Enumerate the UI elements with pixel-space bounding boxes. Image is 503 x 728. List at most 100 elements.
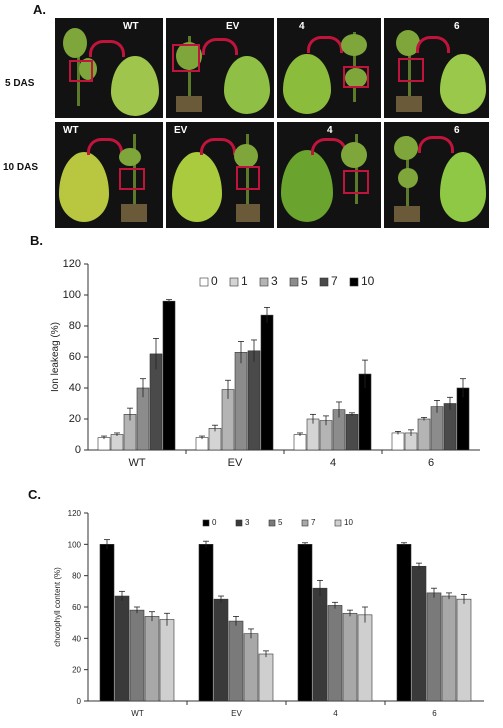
photo-tag-4: 4 <box>299 21 305 32</box>
bar-4-7 <box>345 414 359 451</box>
plant-photo-montage: WT EV 4 6 WT <box>55 18 489 230</box>
bar-WT-7 <box>144 616 160 702</box>
legend-label: 10 <box>344 518 353 527</box>
legend-swatch-0 <box>202 519 210 527</box>
bar-4-3 <box>312 587 328 702</box>
y-tick-label: 40 <box>69 382 81 394</box>
photo-ev-5das: EV <box>166 18 274 118</box>
bar-EV-0 <box>195 437 209 451</box>
photo-tag-6: 6 <box>454 21 460 32</box>
legend-label: 7 <box>311 518 316 527</box>
photo-tag-wt-10das: WT <box>63 125 79 136</box>
y-tick-label: 20 <box>72 666 81 675</box>
legend-swatch-3 <box>259 277 269 287</box>
photo-line6-5das: 6 <box>384 18 489 118</box>
photo-wt-10das: WT <box>55 122 163 228</box>
row-label-10-das: 10 DAS <box>3 162 39 173</box>
photo-wt-5das: WT <box>55 18 163 118</box>
legend-swatch-10 <box>334 519 342 527</box>
bar-6-3 <box>411 565 427 702</box>
y-axis-label: Ion leakeag (%) <box>50 322 61 392</box>
panel-label-c: C. <box>28 487 41 502</box>
photo-line4-5das: 4 <box>277 18 381 118</box>
legend-label: 3 <box>271 274 278 288</box>
bar-WT-0 <box>99 544 115 702</box>
legend-swatch-3 <box>235 519 243 527</box>
photo-tag-ev: EV <box>226 21 240 32</box>
y-tick-label: 60 <box>69 351 81 363</box>
bar-WT-10 <box>159 619 175 702</box>
legend-swatch-0 <box>199 277 209 287</box>
photo-tag-wt: WT <box>123 21 139 32</box>
legend-swatch-7 <box>319 277 329 287</box>
y-axis-label: chorophyll content (%) <box>53 567 62 647</box>
legend-label: 7 <box>331 274 338 288</box>
bar-6-10 <box>456 598 472 702</box>
y-tick-label: 0 <box>75 444 81 456</box>
panel-label-b: B. <box>30 233 43 248</box>
x-category-label: WT <box>128 457 145 469</box>
bar-6-5 <box>426 592 442 702</box>
y-tick-label: 100 <box>68 540 82 549</box>
y-tick-label: 20 <box>69 413 81 425</box>
y-tick-label: 80 <box>72 572 81 581</box>
bar-WT-10 <box>162 300 176 451</box>
photo-line6-10das: 6 <box>384 122 489 228</box>
bar-EV-10 <box>258 653 274 702</box>
photo-tag-4-10das: 4 <box>327 125 333 136</box>
bar-WT-5 <box>129 609 145 702</box>
bar-EV-0 <box>198 544 214 702</box>
bar-4-10 <box>357 614 373 702</box>
y-tick-label: 60 <box>72 603 81 612</box>
x-category-label: WT <box>131 709 144 718</box>
x-category-label: 4 <box>330 457 336 469</box>
legend-label: 1 <box>241 274 248 288</box>
legend-label: 0 <box>212 518 217 527</box>
x-category-label: EV <box>228 457 243 469</box>
bar-EV-5 <box>234 352 248 451</box>
bar-EV-3 <box>213 598 229 702</box>
bar-4-0 <box>293 434 307 451</box>
x-category-label: 6 <box>432 709 437 718</box>
row-label-5-das: 5 DAS <box>5 78 35 89</box>
legend-label: 3 <box>245 518 250 527</box>
legend-swatch-1 <box>229 277 239 287</box>
panel-label-a: A. <box>33 2 46 17</box>
y-tick-label: 120 <box>68 509 82 518</box>
bar-6-3 <box>417 418 431 451</box>
legend-swatch-10 <box>349 277 359 287</box>
legend-label: 5 <box>278 518 283 527</box>
bar-6-5 <box>430 406 444 451</box>
legend-label: 10 <box>361 274 375 288</box>
bar-4-7 <box>342 612 358 702</box>
bar-6-7 <box>441 595 457 702</box>
y-tick-label: 40 <box>72 634 81 643</box>
bar-EV-7 <box>247 350 261 451</box>
x-category-label: EV <box>231 709 242 718</box>
y-tick-label: 0 <box>77 697 82 706</box>
bar-EV-10 <box>260 314 274 451</box>
y-tick-label: 120 <box>63 258 81 270</box>
bar-WT-3 <box>114 595 130 702</box>
y-tick-label: 80 <box>69 320 81 332</box>
photo-tag-ev-10das: EV <box>174 125 188 136</box>
bar-6-0 <box>391 432 405 451</box>
photo-tag-6-10das: 6 <box>454 125 460 136</box>
bar-4-5 <box>327 605 343 702</box>
bar-EV-1 <box>208 428 222 451</box>
bar-4-0 <box>297 544 313 702</box>
bar-WT-1 <box>110 434 124 451</box>
bar-EV-7 <box>243 633 259 702</box>
legend-label: 5 <box>301 274 308 288</box>
legend-swatch-5 <box>268 519 276 527</box>
x-category-label: 6 <box>428 457 434 469</box>
legend-swatch-5 <box>289 277 299 287</box>
photo-ev-10das: EV <box>166 122 274 228</box>
photo-line4-10das: 4 <box>277 122 381 228</box>
legend-label: 0 <box>211 274 218 288</box>
y-tick-label: 100 <box>63 289 81 301</box>
bar-WT-0 <box>97 437 111 451</box>
bar-EV-5 <box>228 620 244 702</box>
